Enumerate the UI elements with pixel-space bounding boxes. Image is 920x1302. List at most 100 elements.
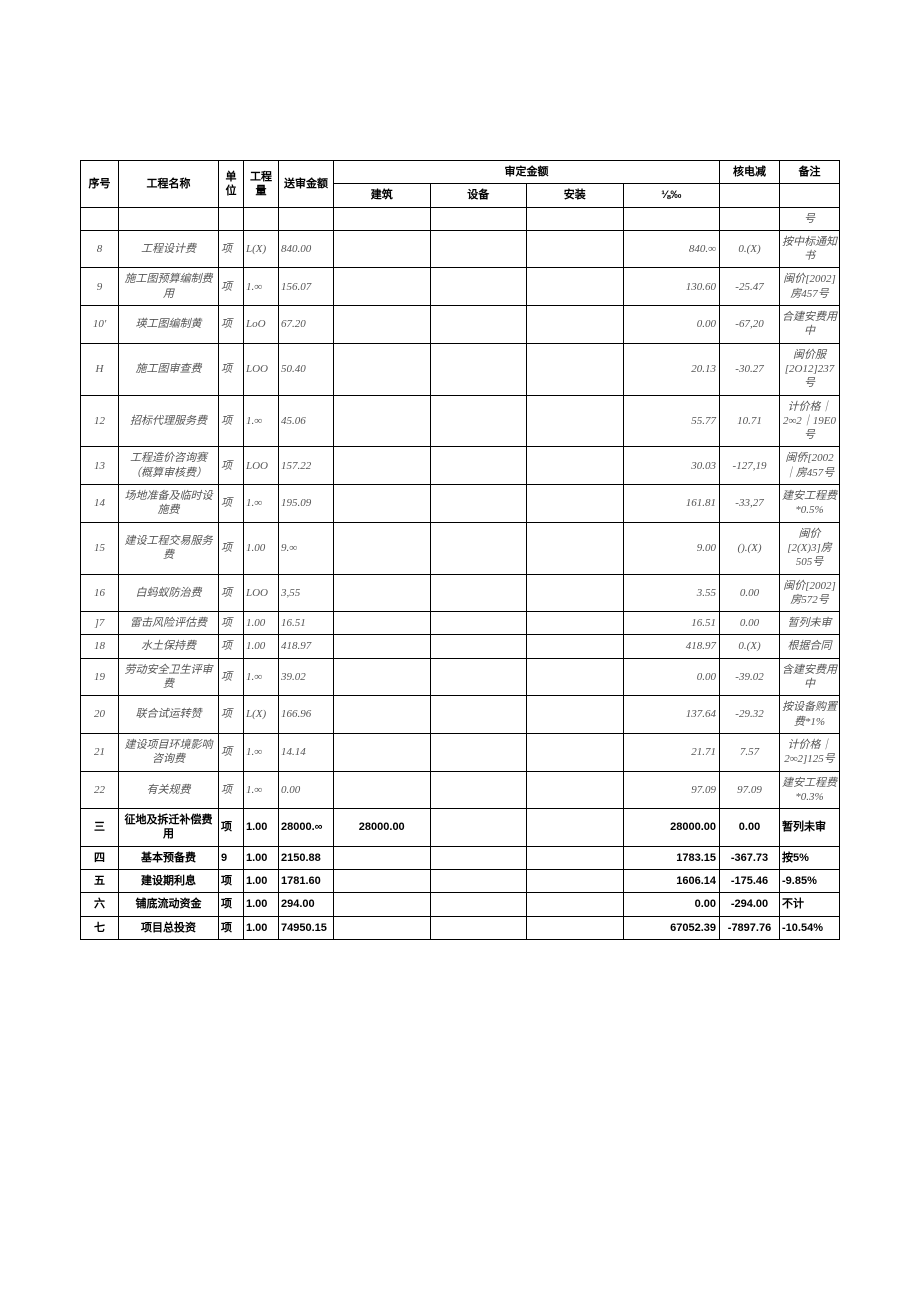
table-cell: 130.60 xyxy=(623,268,720,306)
table-cell: 项 xyxy=(219,485,244,523)
cost-table: 序号 工程名称 单位 工程量 送审金额 审定金额 核电减 备注 建筑 设备 安装… xyxy=(80,160,840,940)
table-cell: -127,19 xyxy=(720,447,780,485)
table-cell: 项 xyxy=(219,522,244,574)
table-cell: 1.00 xyxy=(244,916,279,939)
table-cell: 四 xyxy=(81,846,119,869)
table-cell xyxy=(430,869,527,892)
table-row: 15建设工程交易服务费项1.009.∞9.00().(X)闽价[2(X)3]房5… xyxy=(81,522,840,574)
table-cell: 20 xyxy=(81,696,119,734)
table-cell: 3,55 xyxy=(279,574,334,612)
table-cell: 施工图预算编制费用 xyxy=(119,268,219,306)
table-cell: H xyxy=(81,343,119,395)
table-cell: 建设项目环境影响咨询费 xyxy=(119,733,219,771)
table-cell: 161.81 xyxy=(623,485,720,523)
table-cell: 195.09 xyxy=(279,485,334,523)
table-cell xyxy=(527,522,624,574)
table-cell: 1.∞ xyxy=(244,485,279,523)
header-seq: 序号 xyxy=(81,161,119,208)
table-row: 四基本预备费91.002150.881783.15-367.73按5% xyxy=(81,846,840,869)
table-cell xyxy=(430,893,527,916)
table-cell: 项 xyxy=(219,574,244,612)
header-name: 工程名称 xyxy=(119,161,219,208)
table-cell: 水土保持费 xyxy=(119,635,219,658)
table-cell: 按5% xyxy=(780,846,840,869)
table-cell xyxy=(334,395,431,447)
table-cell xyxy=(430,771,527,809)
table-cell: 闽价服[2O12]237号 xyxy=(780,343,840,395)
table-cell: -39.02 xyxy=(720,658,780,696)
table-cell: 7.57 xyxy=(720,733,780,771)
table-cell xyxy=(527,916,624,939)
table-cell: 18 xyxy=(81,635,119,658)
table-cell: 1783.15 xyxy=(623,846,720,869)
table-cell: 暂列未审 xyxy=(780,809,840,847)
table-cell xyxy=(430,574,527,612)
table-cell: LOO xyxy=(244,574,279,612)
table-cell xyxy=(334,343,431,395)
table-cell: 418.97 xyxy=(279,635,334,658)
table-header: 序号 工程名称 单位 工程量 送审金额 审定金额 核电减 备注 建筑 设备 安装… xyxy=(81,161,840,208)
table-cell: 14 xyxy=(81,485,119,523)
table-cell xyxy=(527,809,624,847)
table-cell: L(X) xyxy=(244,696,279,734)
table-cell: 20.13 xyxy=(623,343,720,395)
table-cell: 2150.88 xyxy=(279,846,334,869)
table-cell xyxy=(430,447,527,485)
table-cell: 雷击风险评估费 xyxy=(119,612,219,635)
table-cell xyxy=(430,306,527,344)
table-cell xyxy=(334,696,431,734)
table-cell xyxy=(334,522,431,574)
table-cell: 1.00 xyxy=(244,522,279,574)
header-submit: 送审金额 xyxy=(279,161,334,208)
table-row: 号 xyxy=(81,207,840,230)
table-cell: -10.54% xyxy=(780,916,840,939)
table-cell xyxy=(430,809,527,847)
table-cell: 9.∞ xyxy=(279,522,334,574)
table-cell xyxy=(720,207,780,230)
table-cell xyxy=(527,733,624,771)
table-cell: 项 xyxy=(219,658,244,696)
table-row: 20联合试运转赞项L(X)166.96137.64-29.32按设备购置费*1% xyxy=(81,696,840,734)
table-row: 16白蚂蚁防治费项LOO3,553.550.00闽价[2002]房572号 xyxy=(81,574,840,612)
table-cell: 1.∞ xyxy=(244,733,279,771)
table-cell: -9.85% xyxy=(780,869,840,892)
table-cell: 项 xyxy=(219,447,244,485)
table-cell: 0.00 xyxy=(279,771,334,809)
table-cell xyxy=(527,658,624,696)
table-cell: 劳动安全卫生评审费 xyxy=(119,658,219,696)
table-cell: 12 xyxy=(81,395,119,447)
table-cell: 号 xyxy=(780,207,840,230)
table-cell: 项 xyxy=(219,635,244,658)
table-cell: 50.40 xyxy=(279,343,334,395)
table-cell: 1.∞ xyxy=(244,658,279,696)
table-cell: 16.51 xyxy=(279,612,334,635)
table-cell: 19 xyxy=(81,658,119,696)
table-cell xyxy=(334,733,431,771)
table-cell: 0.00 xyxy=(720,574,780,612)
table-cell: 840.00 xyxy=(279,230,334,268)
table-cell: 工程设计费 xyxy=(119,230,219,268)
table-cell: 0.00 xyxy=(720,809,780,847)
table-cell: 项 xyxy=(219,916,244,939)
table-cell: -7897.76 xyxy=(720,916,780,939)
table-cell: 14.14 xyxy=(279,733,334,771)
table-cell xyxy=(119,207,219,230)
table-cell xyxy=(430,635,527,658)
table-row: 8工程设计费项L(X)840.00840.∞0.(X)按中标通知书 xyxy=(81,230,840,268)
table-cell: -25.47 xyxy=(720,268,780,306)
table-cell: 15 xyxy=(81,522,119,574)
table-cell xyxy=(334,612,431,635)
table-cell: LoO xyxy=(244,306,279,344)
table-cell: 计价格｜2∞2｜19E0号 xyxy=(780,395,840,447)
table-cell: 28000.00 xyxy=(334,809,431,847)
table-cell: 16 xyxy=(81,574,119,612)
table-cell xyxy=(279,207,334,230)
table-cell: 45.06 xyxy=(279,395,334,447)
table-cell: 不计 xyxy=(780,893,840,916)
table-cell: 招标代理服务费 xyxy=(119,395,219,447)
table-cell: 1.00 xyxy=(244,846,279,869)
table-cell: 闽价[2(X)3]房505号 xyxy=(780,522,840,574)
table-cell: 55.77 xyxy=(623,395,720,447)
table-cell xyxy=(334,771,431,809)
table-cell xyxy=(430,230,527,268)
